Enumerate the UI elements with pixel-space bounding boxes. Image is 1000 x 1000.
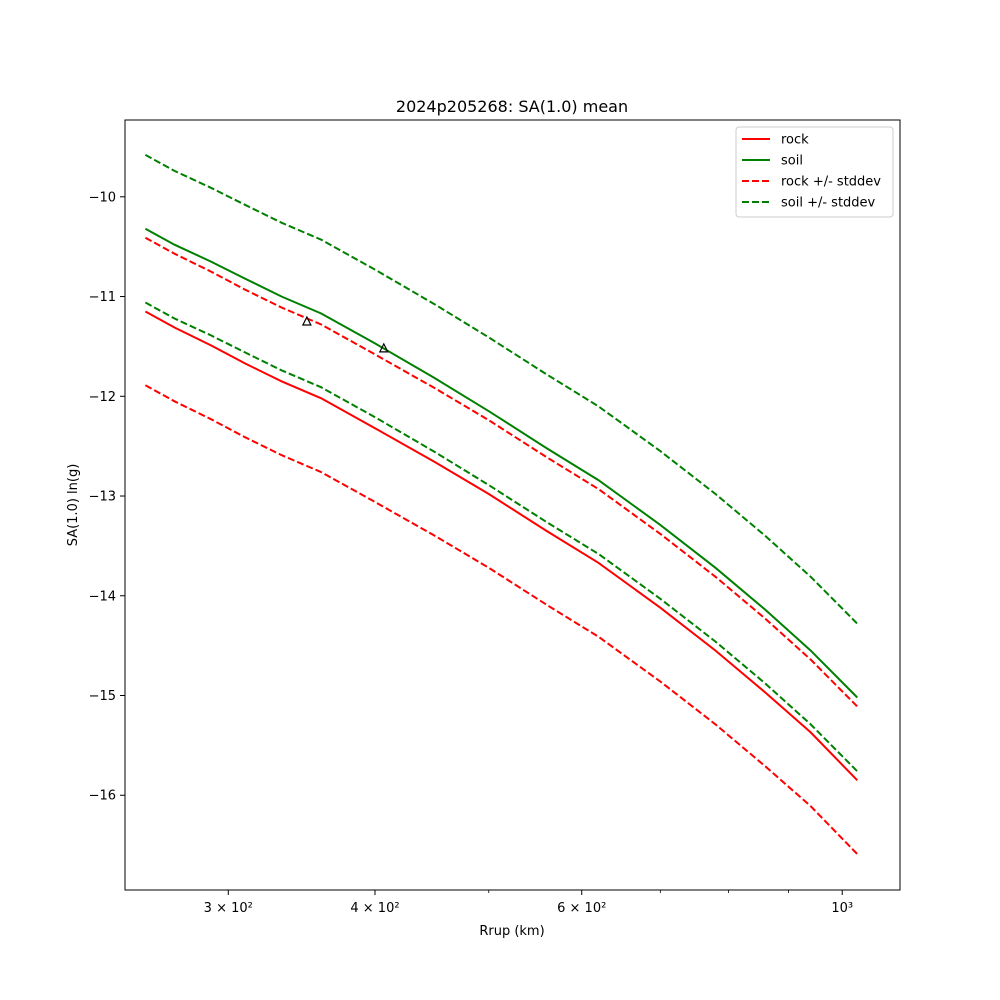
- chart-title: 2024p205268: SA(1.0) mean: [396, 97, 628, 116]
- y-tick-label-6: −16: [89, 789, 116, 804]
- x-tick-label-0: 3 × 10²: [204, 901, 253, 916]
- y-tick-label-1: −11: [89, 290, 116, 305]
- series-line-solid-1: [144, 227, 859, 699]
- legend-label-3: soil +/- stddev: [781, 196, 876, 211]
- y-tick-label-3: −13: [89, 490, 116, 505]
- x-tick-label-3: 10³: [831, 901, 853, 916]
- legend: rock soil rock +/- stddev soil +/- stddev: [735, 126, 894, 218]
- x-axis-label: Rrup (km): [479, 924, 544, 939]
- y-axis-label: SA(1.0) ln(g): [66, 464, 81, 547]
- plot-content: [144, 154, 859, 855]
- y-tick-label-0: −10: [89, 190, 116, 205]
- observation-marker-1: [378, 342, 389, 353]
- series-line-dashed-3: [144, 384, 859, 855]
- plot-frame: [124, 119, 901, 891]
- legend-box: [735, 126, 894, 218]
- x-tick-label-1: 4 × 10²: [350, 901, 399, 916]
- x-axis: 3 × 10² 4 × 10² 6 × 10² 10³: [204, 890, 853, 916]
- series-line-dashed-4: [144, 154, 859, 625]
- legend-label-1: soil: [781, 154, 803, 169]
- y-tick-label-5: −15: [89, 689, 116, 704]
- legend-label-0: rock: [781, 133, 809, 148]
- y-tick-label-2: −12: [89, 390, 116, 405]
- x-tick-label-2: 6 × 10²: [557, 901, 606, 916]
- series-line-solid-0: [144, 310, 859, 781]
- legend-label-2: rock +/- stddev: [781, 175, 881, 190]
- series-line-dashed-5: [144, 301, 859, 773]
- observation-marker-0: [301, 315, 312, 326]
- y-axis: −10 −11 −12 −13 −14 −15 −16: [89, 190, 125, 804]
- series-line-dashed-2: [144, 236, 859, 708]
- y-tick-label-4: −14: [89, 589, 116, 604]
